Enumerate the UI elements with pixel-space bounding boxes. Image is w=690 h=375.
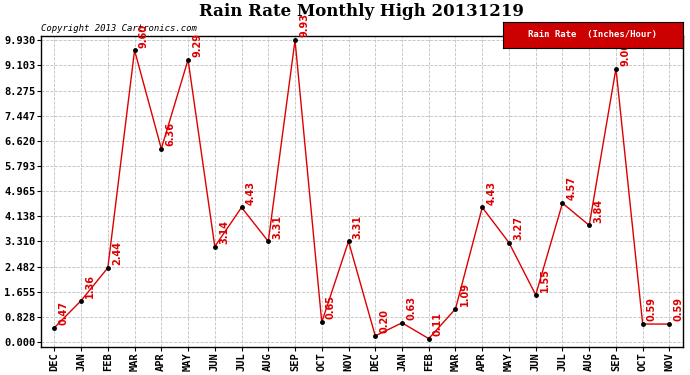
- Text: 3.84: 3.84: [593, 198, 603, 222]
- Text: 3.31: 3.31: [273, 214, 282, 238]
- Text: 6.36: 6.36: [166, 122, 175, 146]
- Text: 3.27: 3.27: [513, 216, 523, 240]
- Title: Rain Rate Monthly High 20131219: Rain Rate Monthly High 20131219: [199, 3, 524, 20]
- Text: 9.29: 9.29: [193, 33, 202, 57]
- Text: 2.44: 2.44: [112, 241, 122, 265]
- Text: 9.60: 9.60: [139, 24, 149, 48]
- Text: 0.65: 0.65: [326, 296, 336, 320]
- Text: 0.63: 0.63: [406, 296, 416, 320]
- Text: 0.59: 0.59: [647, 297, 657, 321]
- Text: Copyright 2013 Cartronics.com: Copyright 2013 Cartronics.com: [41, 24, 197, 33]
- Text: 4.43: 4.43: [486, 181, 496, 205]
- Text: 4.57: 4.57: [566, 176, 577, 200]
- Text: 0.59: 0.59: [673, 297, 684, 321]
- Text: 9.93: 9.93: [299, 13, 309, 38]
- Text: 0.47: 0.47: [59, 301, 68, 325]
- Text: 3.14: 3.14: [219, 220, 229, 244]
- Text: 0.20: 0.20: [380, 309, 389, 333]
- Text: 0.11: 0.11: [433, 312, 443, 336]
- Text: 3.31: 3.31: [353, 214, 363, 238]
- Text: 9.00: 9.00: [620, 42, 630, 66]
- Text: 1.36: 1.36: [86, 274, 95, 298]
- Text: 1.55: 1.55: [540, 268, 550, 292]
- Text: 4.43: 4.43: [246, 181, 256, 205]
- Text: 1.09: 1.09: [460, 282, 470, 306]
